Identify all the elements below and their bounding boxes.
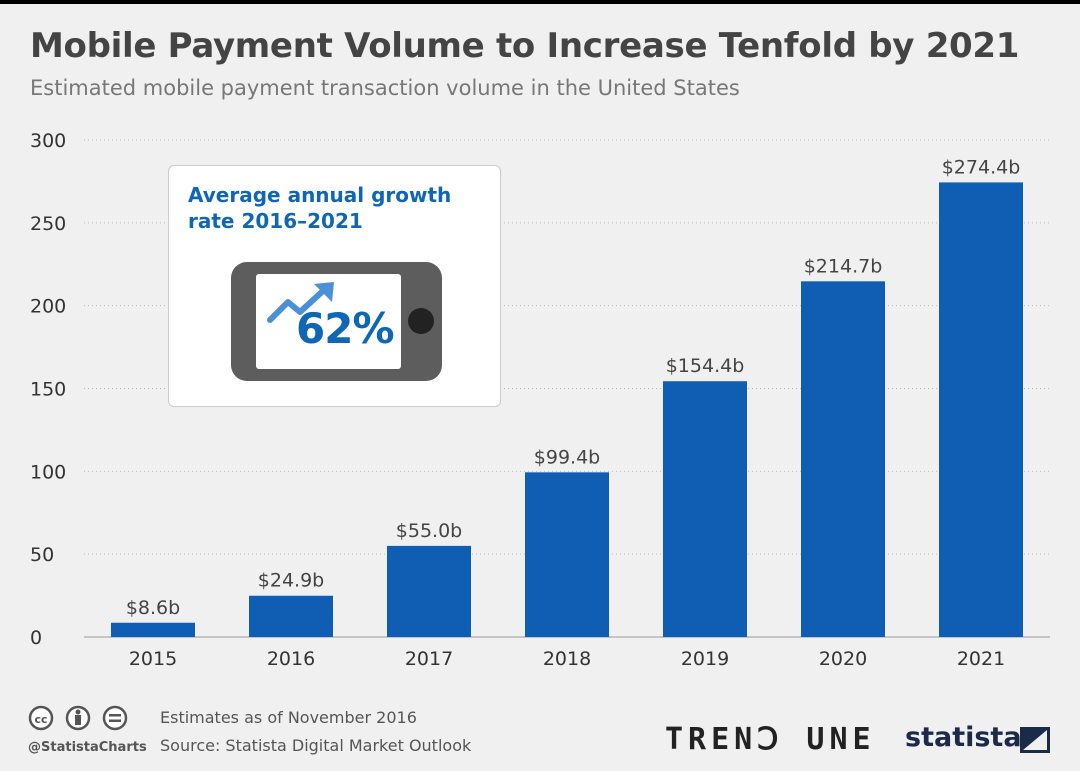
phone-screen: 62% xyxy=(256,274,401,369)
data-label-2017: $55.0b xyxy=(396,520,462,542)
bar-2021 xyxy=(939,182,1023,638)
data-label-2016: $24.9b xyxy=(258,570,324,592)
y-tick-label: 200 xyxy=(30,296,66,318)
data-label-2015: $8.6b xyxy=(126,597,180,619)
chart-title: Mobile Payment Volume to Increase Tenfol… xyxy=(30,26,1020,66)
x-tick-label-2021: 2021 xyxy=(957,648,1005,670)
statista-logo: statista xyxy=(905,722,1022,753)
phone-icon: 62% xyxy=(231,262,442,381)
statista-logo-icon xyxy=(1020,727,1050,753)
no-derivatives-icon xyxy=(102,705,128,731)
attribution-icon xyxy=(65,705,91,731)
y-tick-label: 300 xyxy=(30,130,66,152)
x-tick-label-2015: 2015 xyxy=(129,648,177,670)
chart-subtitle: Estimated mobile payment transaction vol… xyxy=(30,76,740,100)
bar-2015 xyxy=(111,622,195,637)
y-tick-label: 250 xyxy=(30,213,66,235)
phone-button-icon xyxy=(408,308,434,334)
estimate-note: Estimates as of November 2016 xyxy=(160,708,417,727)
data-label-2018: $99.4b xyxy=(534,446,600,468)
top-border xyxy=(0,0,1080,4)
svg-text:cc: cc xyxy=(34,713,47,726)
y-tick-label: 50 xyxy=(30,544,54,566)
data-label-2021: $274.4b xyxy=(942,156,1021,178)
bar-2018 xyxy=(525,472,609,637)
growth-callout: Average annual growth rate 2016–2021 62% xyxy=(168,165,501,407)
y-tick-label: 100 xyxy=(30,461,66,483)
x-tick-label-2019: 2019 xyxy=(681,648,729,670)
data-label-2020: $214.7b xyxy=(804,255,883,277)
bar-chart: 0 50 100 150 200 250 300 $8.6b 2015 $24.9b 2016 $55… xyxy=(30,130,1050,670)
trendone-logo: TRENↃ UNE xyxy=(665,722,876,757)
callout-label: Average annual growth rate 2016–2021 xyxy=(188,183,452,233)
x-tick-label-2016: 2016 xyxy=(267,648,315,670)
bar-2020 xyxy=(801,281,885,637)
y-tick-label: 150 xyxy=(30,379,66,401)
x-tick-label-2020: 2020 xyxy=(819,648,867,670)
source-note: Source: Statista Digital Market Outlook xyxy=(160,736,472,755)
creative-commons-icons: cc xyxy=(28,705,128,731)
x-tick-label-2017: 2017 xyxy=(405,648,453,670)
bar-2017 xyxy=(387,545,471,637)
bar-2019 xyxy=(663,381,747,637)
x-tick-label-2018: 2018 xyxy=(543,648,591,670)
data-label-2019: $154.4b xyxy=(666,355,745,377)
bar-2016 xyxy=(249,595,333,637)
y-tick-label: 0 xyxy=(30,627,42,649)
statista-handle: @StatistaCharts xyxy=(28,740,147,755)
cc-icon: cc xyxy=(28,705,54,731)
growth-arrow-icon xyxy=(267,282,334,323)
growth-value: 62% xyxy=(296,304,395,353)
